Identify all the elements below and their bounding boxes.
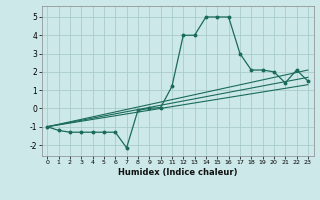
X-axis label: Humidex (Indice chaleur): Humidex (Indice chaleur) [118,168,237,177]
